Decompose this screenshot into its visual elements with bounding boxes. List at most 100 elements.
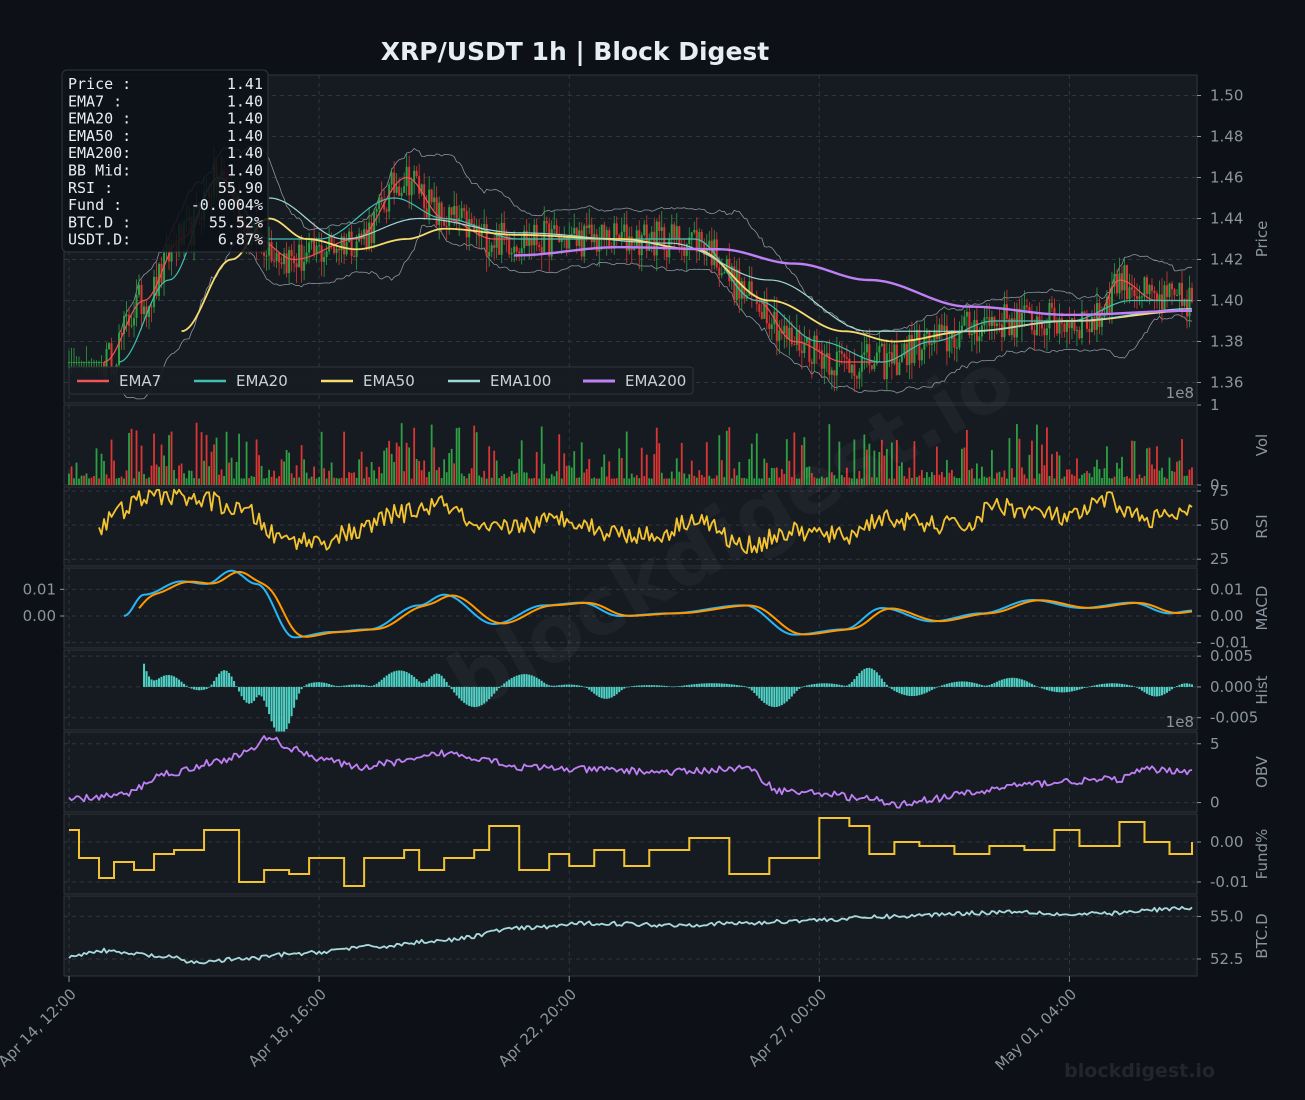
- histogram-bar: [935, 686, 938, 688]
- histogram-bar: [1063, 686, 1066, 693]
- histogram-bar: [233, 681, 236, 687]
- volume-bar: [530, 478, 533, 485]
- candle-body: [585, 225, 588, 229]
- histogram-bar: [600, 686, 603, 699]
- volume-bar: [960, 448, 963, 485]
- candle-body: [878, 345, 881, 353]
- info-label: USDT.D:: [68, 231, 131, 249]
- candle-body: [760, 311, 763, 319]
- histogram-bar: [540, 680, 543, 687]
- histogram-bar: [705, 683, 708, 687]
- volume-bar: [193, 478, 195, 485]
- volume-bar: [713, 478, 716, 485]
- histogram-bar: [1175, 686, 1178, 687]
- candle-body: [1175, 295, 1178, 297]
- histogram-bar: [1053, 686, 1056, 692]
- volume-bar: [798, 478, 801, 485]
- volume-bar: [368, 477, 371, 485]
- candle-body: [330, 236, 333, 245]
- histogram-bar: [1015, 678, 1018, 687]
- candle-body: [413, 170, 416, 182]
- candle-body: [1028, 307, 1031, 313]
- candle-body: [1023, 305, 1026, 313]
- volume-bar: [333, 477, 336, 485]
- candle-body: [140, 284, 143, 315]
- candle-body: [273, 260, 276, 262]
- volume-bar: [100, 453, 103, 485]
- histogram-bar: [608, 686, 611, 699]
- volume-bar: [1143, 475, 1146, 485]
- histogram-bar: [945, 683, 948, 687]
- candle-body: [768, 323, 771, 330]
- histogram-bar: [790, 686, 793, 697]
- histogram-bar: [535, 677, 538, 687]
- info-label: Price :: [68, 75, 131, 93]
- volume-bar: [575, 477, 578, 485]
- volume-bar: [345, 478, 348, 485]
- candle-body: [1068, 320, 1071, 329]
- volume-bar: [808, 466, 811, 485]
- volume-bar: [130, 428, 133, 485]
- info-label: EMA20 :: [68, 110, 131, 128]
- volume-bar: [815, 478, 818, 485]
- histogram-bar: [435, 673, 438, 687]
- volume-bar: [360, 451, 363, 485]
- volume-bar: [1078, 478, 1081, 485]
- candle-body: [615, 223, 618, 235]
- candle-body: [485, 224, 488, 257]
- candle-body: [410, 181, 413, 196]
- candle-body: [323, 256, 326, 262]
- candle-body: [488, 251, 491, 257]
- y-axis-label: RSI: [1253, 514, 1271, 538]
- histogram-bar: [373, 685, 376, 687]
- volume-bar: [1116, 462, 1118, 485]
- y-axis-label: Price: [1253, 221, 1271, 258]
- candle-body: [395, 186, 398, 193]
- candle-body: [138, 284, 141, 295]
- candle-body: [1073, 318, 1076, 331]
- candle-body: [143, 306, 146, 315]
- candle-body: [560, 238, 563, 242]
- volume-bar: [838, 441, 841, 485]
- candle-body: [98, 362, 101, 363]
- volume-bar: [263, 478, 265, 485]
- histogram-bar: [1125, 684, 1128, 687]
- candle-body: [88, 362, 91, 363]
- histogram-bar: [720, 683, 723, 687]
- volume-bar: [563, 453, 566, 485]
- volume-bar: [853, 439, 856, 485]
- candle-body: [700, 231, 703, 243]
- candle-body: [525, 230, 528, 246]
- candle-body: [933, 330, 936, 344]
- volume-bar: [540, 426, 543, 485]
- volume-bar: [1148, 447, 1151, 485]
- candle-body: [738, 269, 741, 299]
- volume-bar: [215, 437, 218, 485]
- candle-body: [643, 224, 646, 236]
- candle-body: [540, 247, 543, 254]
- volume-bar: [80, 475, 83, 485]
- histogram-bar: [908, 686, 911, 696]
- volume-bar: [258, 455, 260, 485]
- histogram-bar: [780, 686, 783, 706]
- candle-body: [895, 344, 898, 375]
- histogram-bar: [253, 686, 256, 701]
- candle-body: [950, 330, 953, 340]
- candle-body: [568, 236, 571, 249]
- ema-line-ema200: [514, 246, 1192, 317]
- histogram-bar: [683, 685, 686, 687]
- volume-bar: [993, 478, 996, 485]
- volume-bar: [613, 478, 616, 485]
- volume-bar: [88, 478, 90, 485]
- y-axis-label: Hist: [1253, 675, 1271, 704]
- histogram-bar: [1158, 686, 1161, 697]
- candle-body: [385, 209, 388, 212]
- candle-body: [588, 224, 591, 229]
- candle-body: [620, 231, 623, 239]
- histogram-bar: [433, 674, 436, 687]
- candle-body: [1080, 311, 1083, 339]
- volume-bar: [85, 473, 88, 485]
- candle-body: [373, 211, 376, 243]
- volume-bar: [178, 465, 180, 485]
- candle-body: [630, 236, 633, 250]
